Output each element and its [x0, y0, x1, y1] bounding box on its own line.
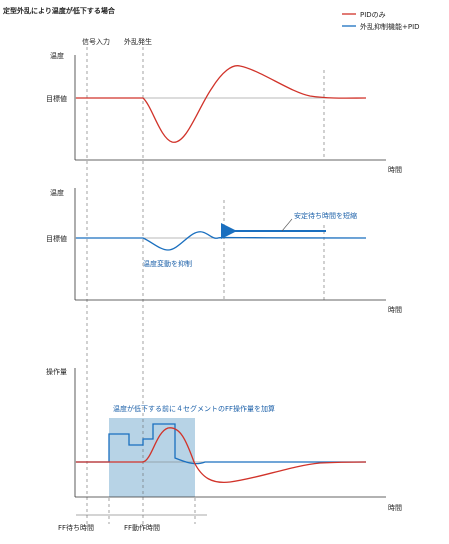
panel2-ylabel: 温度: [50, 188, 64, 197]
disturbance-label: 外乱発生: [124, 37, 152, 46]
panel3-ff-curve: [76, 423, 366, 465]
panel1-pid-curve: [76, 65, 367, 143]
legend-pid-label: PIDのみ: [360, 11, 386, 19]
panel1-xlabel: 時間: [388, 166, 402, 174]
stabilize-note: 安定待ち時間を短縮: [294, 211, 357, 220]
ff-action-label: FF動作時間: [124, 523, 160, 532]
panel2-suppression-curve: [76, 231, 367, 251]
legend-suppression-label: 外乱抑制機能+PID: [360, 22, 420, 31]
panel2-setpoint-label: 目標値: [46, 234, 67, 243]
fluctuation-note: 温度変動を抑制: [143, 259, 192, 268]
panel3-pid-curve: [76, 427, 367, 484]
ff-wait-label: FF待ち時間: [58, 523, 94, 532]
ff-action-region: [109, 418, 195, 497]
panel3-xlabel: 時間: [388, 504, 402, 512]
panel3-ylabel: 操作量: [46, 367, 67, 376]
stabilize-leader: [281, 218, 293, 232]
panel2-xlabel: 時間: [388, 306, 402, 314]
panel1-setpoint-label: 目標値: [46, 94, 67, 103]
signal-input-label: 信号入力: [82, 37, 110, 46]
panel1-ylabel: 温度: [50, 51, 64, 60]
ff-note: 温度が低下する前に４セグメントのFF操作量を加算: [113, 404, 275, 413]
diagram-title: 定型外乱により温度が低下する場合: [3, 6, 116, 15]
